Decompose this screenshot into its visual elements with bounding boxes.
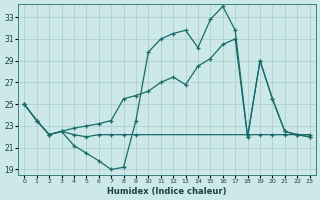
X-axis label: Humidex (Indice chaleur): Humidex (Indice chaleur) [107, 187, 227, 196]
